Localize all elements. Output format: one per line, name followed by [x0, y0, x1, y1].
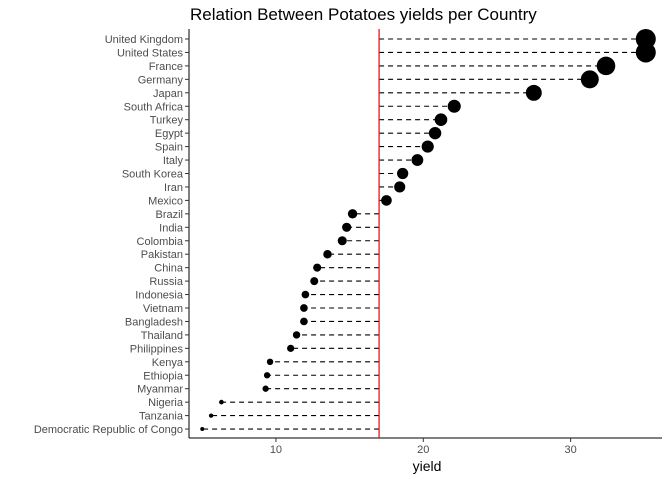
data-point [397, 167, 409, 180]
data-point [381, 195, 392, 206]
data-point [411, 154, 424, 166]
y-tick-label: United Kingdom [105, 34, 183, 46]
data-point [287, 344, 295, 352]
y-tick-label: Vietnam [143, 303, 183, 315]
y-tick-label: Turkey [150, 115, 184, 127]
data-point [580, 70, 599, 89]
y-tick-label: Pakistan [141, 249, 183, 261]
y-tick-label: Thailand [141, 330, 183, 342]
y-tick-label: Iran [164, 182, 183, 194]
y-tick-label: Mexico [148, 195, 183, 207]
data-point [200, 427, 205, 432]
y-tick-label: Japan [153, 88, 183, 100]
data-point [347, 209, 358, 219]
data-point [301, 290, 310, 299]
data-point [310, 277, 319, 286]
y-tick-label: South Africa [124, 101, 184, 113]
y-tick-label: Philippines [130, 343, 184, 355]
y-tick-label: Kenya [152, 357, 184, 369]
data-point [337, 236, 347, 246]
y-tick-label: Indonesia [135, 290, 184, 302]
data-point [421, 140, 434, 153]
data-point [635, 42, 656, 63]
y-tick-label: Italy [163, 155, 184, 167]
y-tick-label: Germany [138, 74, 184, 86]
y-tick-label: China [154, 263, 184, 275]
y-tick-label: South Korea [122, 169, 184, 181]
y-tick-label: Russia [149, 276, 184, 288]
y-tick-label: France [149, 61, 183, 73]
data-point [262, 385, 269, 392]
data-point [394, 181, 406, 193]
y-tick-label: Colombia [137, 236, 184, 248]
y-tick-label: Myanmar [137, 384, 183, 396]
data-point [300, 304, 308, 312]
x-tick-label: 30 [565, 444, 577, 456]
y-tick-label: Ethiopia [143, 370, 184, 382]
data-point [313, 263, 322, 272]
x-tick-label: 10 [270, 444, 282, 456]
y-tick-label: Nigeria [148, 397, 184, 409]
data-point [428, 126, 442, 140]
y-tick-label: India [159, 222, 184, 234]
data-point [219, 399, 224, 405]
data-point [447, 99, 461, 113]
y-tick-label: Democratic Republic of Congo [34, 424, 183, 436]
y-tick-label: United States [117, 47, 184, 59]
x-tick-label: 20 [417, 444, 429, 456]
data-point [596, 56, 616, 76]
y-tick-label: Tanzania [139, 411, 184, 423]
data-point [342, 222, 352, 232]
y-tick-label: Brazil [155, 209, 183, 221]
data-point [263, 372, 271, 379]
y-tick-label: Bangladesh [125, 316, 183, 328]
data-point [292, 331, 301, 339]
data-point [208, 413, 214, 418]
data-point [434, 113, 448, 127]
chart-title: Relation Between Potatoes yields per Cou… [190, 5, 537, 24]
y-tick-label: Egypt [155, 128, 183, 140]
y-tick-label: Spain [155, 142, 183, 154]
data-point [323, 249, 332, 259]
data-point [300, 317, 308, 326]
x-axis-label: yield [413, 458, 442, 474]
data-point [525, 84, 542, 101]
data-point [266, 358, 274, 366]
